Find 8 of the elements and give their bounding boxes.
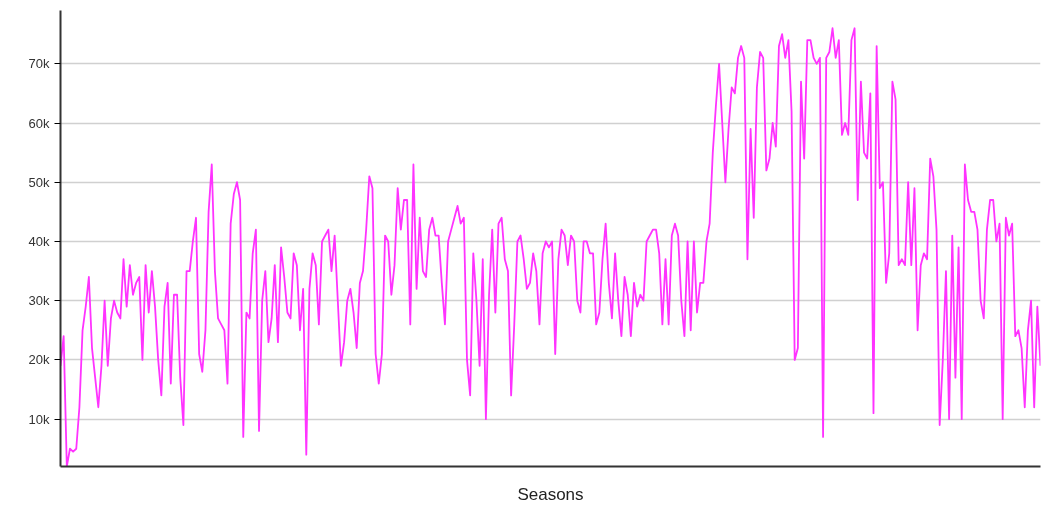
y-tick-label: 10k (28, 411, 50, 427)
x-axis-title: Seasons (517, 484, 584, 504)
y-tick-label: 70k (28, 56, 50, 72)
y-tick-label: 20k (28, 352, 50, 368)
y-tick-label: 50k (28, 174, 50, 190)
y-tick-label: 40k (28, 233, 50, 249)
y-tick-label: 60k (28, 115, 50, 131)
y-tick-label: 30k (28, 293, 50, 309)
